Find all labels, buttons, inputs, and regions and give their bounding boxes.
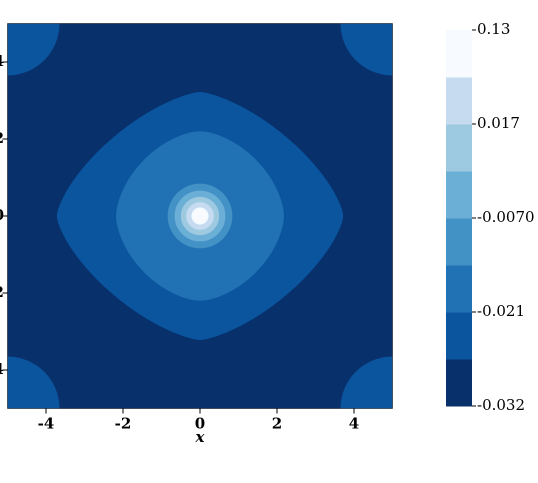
colorbar-band <box>446 124 472 172</box>
colorbar-tick-label: -0.021 <box>477 302 525 320</box>
colorbar-band <box>446 77 472 125</box>
colorbar-band <box>446 218 472 266</box>
colorbar-band <box>446 30 472 78</box>
x-axis-label: x <box>195 428 206 446</box>
contour-region <box>340 356 393 409</box>
y-tick-label: 0 <box>0 206 4 224</box>
x-tick-label: 4 <box>349 415 359 433</box>
colorbar-tick-label: 0.017 <box>477 114 520 132</box>
colorbar-band <box>446 265 472 313</box>
contour-region <box>7 356 60 409</box>
contour-region <box>7 23 60 76</box>
y-tick-label: -2 <box>0 283 4 301</box>
plot-area <box>7 23 393 409</box>
colorbar-tick-label: -0.0070 <box>477 208 535 226</box>
y-tick-label: 4 <box>0 52 4 70</box>
contour-region <box>340 23 393 76</box>
x-tick-label: -2 <box>115 415 132 433</box>
y-tick-label: -4 <box>0 360 4 378</box>
x-tick-label: 0 <box>195 415 205 433</box>
colorbar-tick-label: -0.032 <box>477 396 525 414</box>
x-tick-label: 2 <box>272 415 282 433</box>
contour-region <box>191 207 209 225</box>
x-tick-label: -4 <box>38 415 55 433</box>
colorbar-band <box>446 312 472 360</box>
colorbar-tick-label: 0.13 <box>477 20 510 38</box>
colorbar-band <box>446 359 472 407</box>
y-tick-label: 2 <box>0 129 4 147</box>
colorbar-band <box>446 171 472 219</box>
